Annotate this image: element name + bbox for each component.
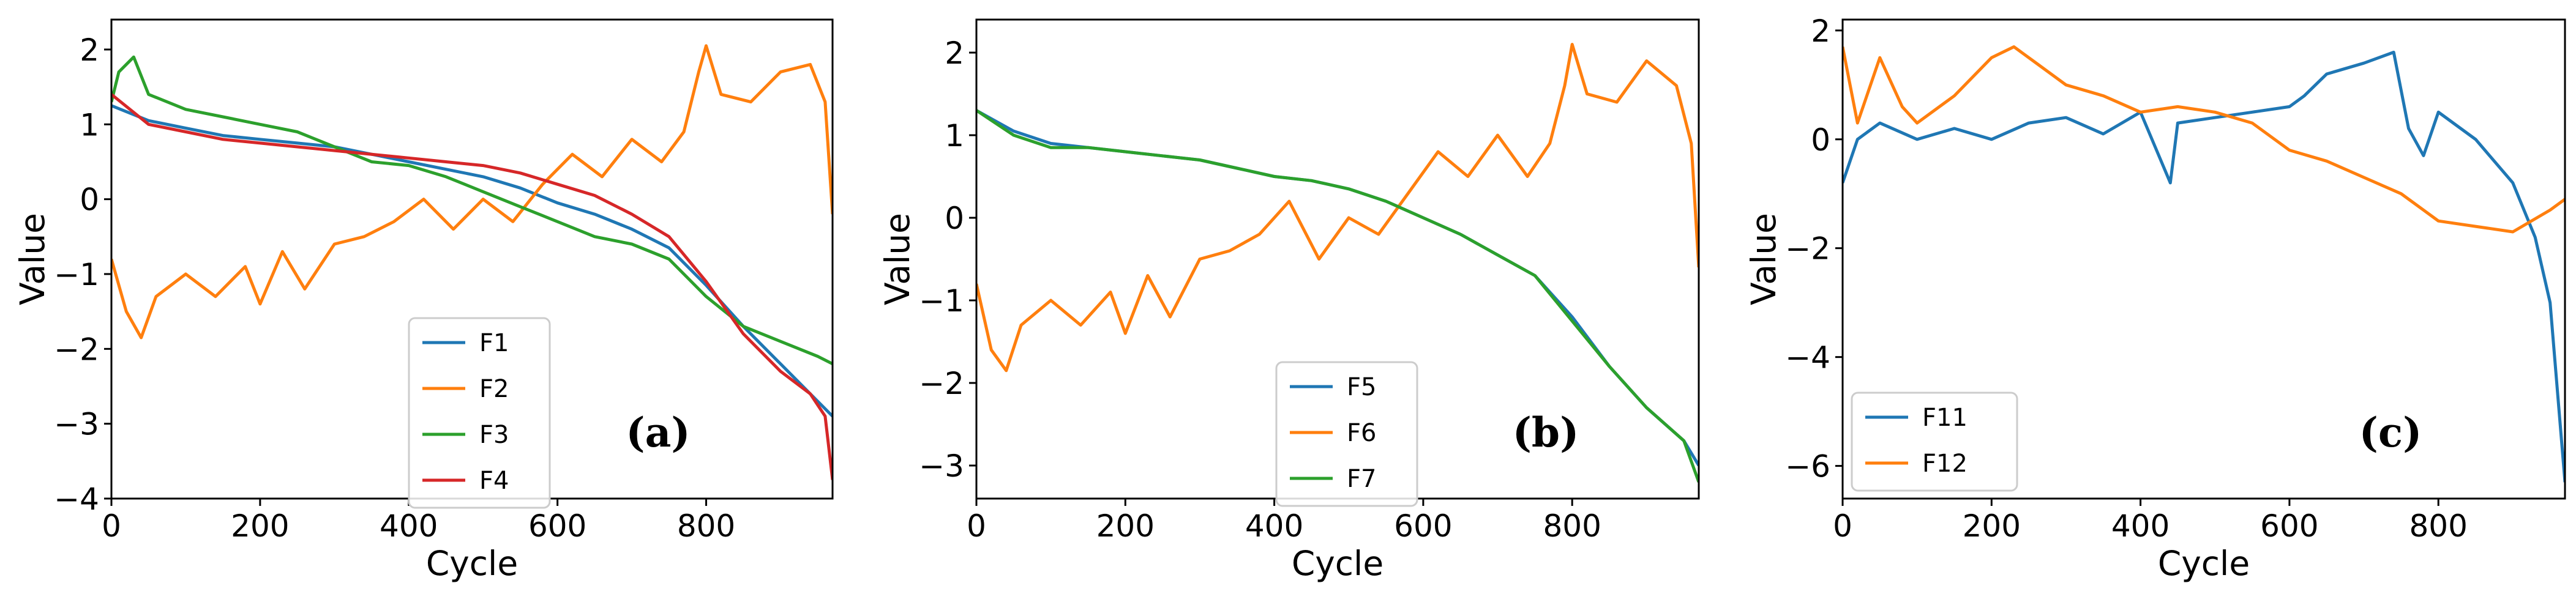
series-line-f2 (111, 44, 833, 340)
x-tick-label: 200 (1096, 508, 1155, 544)
series-line-f11 (1843, 50, 2565, 483)
y-tick-label: −1 (54, 257, 99, 292)
y-tick-label: −2 (919, 366, 964, 401)
y-axis-label: Value (878, 213, 917, 305)
x-tick-label: 400 (1245, 508, 1303, 544)
y-axis-label: Value (1744, 213, 1783, 305)
legend-label-f4: F4 (479, 467, 509, 495)
y-tick-label: −6 (1785, 449, 1830, 484)
panel-c: 0 200 400 600 800 2 0 −2 −4 −6 Cycle Value F11 F12 (c) (1744, 13, 2566, 583)
panel-label: (c) (2359, 409, 2422, 456)
y-tick-label: −2 (1785, 231, 1830, 267)
y-tick-label: 1 (80, 107, 99, 143)
y-tick-label: 0 (1811, 122, 1830, 158)
y-axis-label: Value (13, 213, 52, 305)
x-tick-label: 800 (1543, 508, 1601, 544)
series-line-f12 (1843, 45, 2565, 234)
series-line-f7 (976, 109, 1699, 483)
x-axis-label: Cycle (1292, 544, 1383, 583)
x-tick-label: 200 (1963, 508, 2021, 544)
x-tick-label: 200 (231, 508, 289, 544)
series-group (976, 43, 1699, 483)
legend-label-f12: F12 (1922, 450, 1968, 478)
y-tick-label: −1 (919, 283, 964, 319)
legend-label-f3: F3 (479, 421, 509, 449)
series-line-f3 (111, 55, 833, 366)
x-tick-label: 800 (2409, 508, 2467, 544)
legend-label-f2: F2 (479, 375, 509, 403)
x-tick-label: 400 (380, 508, 438, 544)
axes-frame (1841, 18, 2566, 500)
y-tick-label: −3 (919, 448, 964, 484)
legend-label-f6: F6 (1347, 419, 1376, 447)
legend-label-f5: F5 (1347, 373, 1376, 401)
legend-label-f1: F1 (479, 329, 509, 357)
series-group (1843, 45, 2565, 483)
legend: F1 F2 F3 F4 (408, 317, 551, 509)
x-tick-label: 600 (528, 508, 586, 544)
y-tick-label: 0 (80, 182, 99, 218)
y-tick-label: −4 (54, 481, 99, 517)
y-tick-label: 2 (1811, 13, 1830, 49)
legend-box (1275, 361, 1418, 507)
y-tick-label: 2 (80, 32, 99, 68)
legend-label-f7: F7 (1347, 465, 1376, 493)
panel-b: 0 200 400 600 800 2 1 0 −1 −2 −3 Cycle Value F5 F6 F7 (b… (878, 18, 1700, 583)
x-axis-label: Cycle (426, 544, 518, 583)
series-line-f1 (111, 104, 833, 418)
legend: F11 F12 (1851, 392, 2018, 492)
y-tick-label: 1 (945, 118, 964, 154)
x-tick-label: 0 (967, 508, 986, 544)
x-tick-label: 600 (1394, 508, 1452, 544)
series-group (111, 44, 833, 480)
legend-label-f11: F11 (1922, 404, 1968, 432)
legend-box (408, 317, 551, 509)
x-tick-label: 0 (1833, 508, 1852, 544)
series-line-f6 (976, 43, 1699, 373)
y-tick-label: 0 (945, 201, 964, 236)
x-tick-label: 0 (102, 508, 121, 544)
y-tick-label: 2 (945, 35, 964, 71)
y-tick-label: −3 (54, 407, 99, 442)
series-line-f4 (111, 93, 833, 480)
y-tick-label: −2 (54, 332, 99, 367)
panel-a: 0 200 400 600 800 2 1 0 −1 −2 −3 −4 Cycle Value F1 F2 F3… (13, 18, 834, 583)
x-axis-label: Cycle (2158, 544, 2250, 583)
x-tick-label: 800 (677, 508, 735, 544)
panel-label: (a) (626, 409, 690, 456)
legend: F5 F6 F7 (1275, 361, 1418, 507)
panel-label: (b) (1513, 409, 1579, 456)
x-tick-label: 400 (2111, 508, 2170, 544)
x-tick-label: 600 (2260, 508, 2318, 544)
y-tick-label: −4 (1785, 340, 1830, 376)
